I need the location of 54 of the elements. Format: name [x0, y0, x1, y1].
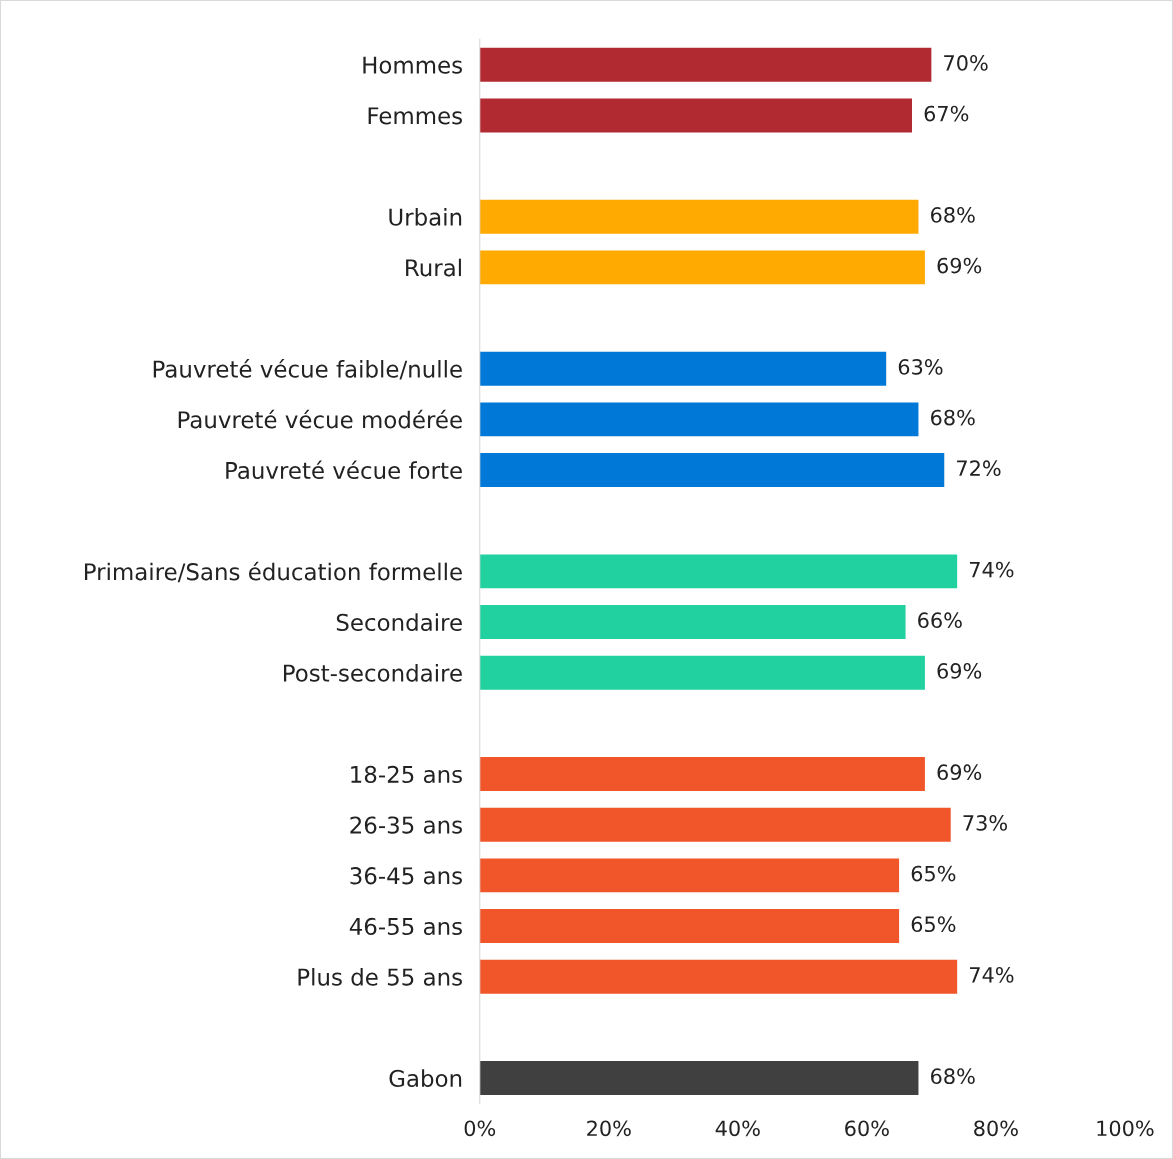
y-tick-label: 36-45 ans — [350, 867, 462, 885]
bar — [479, 1061, 919, 1096]
bar — [479, 959, 958, 994]
bar — [479, 909, 900, 944]
bar — [479, 807, 951, 842]
y-tick-label: Post-secondaire — [283, 664, 462, 682]
data-label: 66% — [918, 612, 962, 629]
bar — [479, 402, 919, 437]
data-label: 74% — [969, 561, 1014, 578]
data-label: 69% — [937, 257, 982, 274]
bar — [479, 199, 919, 234]
y-tick-label: Urbain — [389, 208, 462, 226]
y-tick-label: 46-55 ans — [349, 917, 462, 936]
data-label: 65% — [911, 865, 956, 882]
data-label: 63% — [898, 359, 943, 375]
data-label: 70% — [944, 55, 988, 71]
y-tick-label: 26-35 ans — [350, 816, 462, 834]
data-label: 68% — [931, 409, 975, 426]
data-label: 67% — [924, 105, 969, 122]
y-tick-label: Gabon — [389, 1069, 462, 1088]
bar — [479, 655, 925, 690]
bar — [479, 858, 900, 893]
y-tick-label: Femmes — [368, 107, 462, 125]
bar — [479, 250, 925, 285]
bar — [479, 47, 932, 82]
bar — [479, 757, 925, 792]
data-label: 72% — [957, 460, 1001, 477]
bar — [479, 554, 958, 589]
x-tick-label: 60% — [845, 1120, 889, 1137]
x-tick-label: 40% — [715, 1120, 760, 1137]
y-tick-label: Pauvreté vécue modérée — [178, 409, 462, 429]
bar — [479, 351, 887, 386]
x-tick-label: 0% — [464, 1120, 496, 1137]
x-tick-label: 80% — [974, 1120, 1018, 1137]
bar — [479, 453, 945, 488]
data-label: 73% — [963, 815, 1007, 831]
data-label: 65% — [911, 916, 956, 933]
bar — [479, 98, 913, 133]
y-tick-label: Pauvreté vécue forte — [226, 460, 462, 480]
bar — [479, 605, 906, 640]
x-tick-label: 100% — [1097, 1120, 1154, 1137]
y-tick-label: 18-25 ans — [351, 765, 462, 784]
data-label: 69% — [937, 663, 982, 679]
y-tick-label: Hommes — [363, 56, 462, 74]
data-label: 69% — [937, 764, 982, 781]
data-label: 68% — [931, 207, 975, 223]
x-tick-label: 20% — [587, 1120, 631, 1137]
y-tick-label: Rural — [406, 258, 461, 277]
y-tick-label: Secondaire — [336, 613, 462, 632]
y-tick-label: Plus de 55 ans — [298, 968, 462, 986]
data-label: 68% — [931, 1068, 975, 1085]
data-label: 74% — [969, 966, 1014, 983]
y-tick-label: Primaire/Sans éducation formelle — [84, 561, 462, 583]
y-tick-label: Pauvreté vécue faible/nulle — [153, 359, 462, 380]
